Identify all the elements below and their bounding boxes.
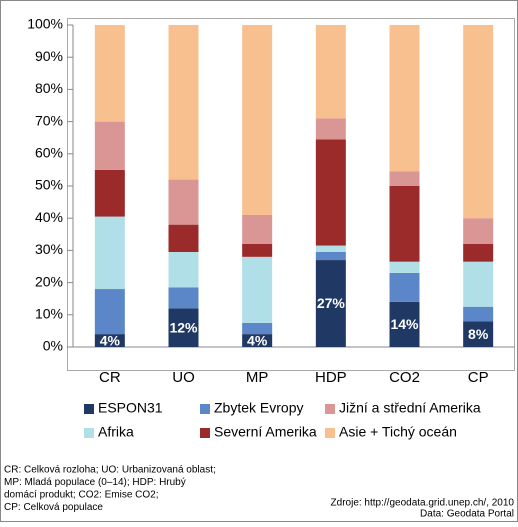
y-tick-label: 80% xyxy=(35,80,63,96)
bar-segment xyxy=(315,260,346,347)
data-label: 27% xyxy=(317,295,346,311)
legend-swatch xyxy=(84,428,94,438)
x-tick-label: HDP xyxy=(315,369,347,386)
data-label: 4% xyxy=(100,332,121,348)
bar-segment xyxy=(168,308,199,347)
bar-segment xyxy=(315,252,346,261)
bar-segment xyxy=(389,171,420,186)
y-tick-label: 100% xyxy=(27,16,63,32)
note: MP: Mladá populace (0–14); HDP: Hrubý xyxy=(4,477,186,488)
bar-segment xyxy=(463,321,494,347)
bar-segment xyxy=(315,25,346,119)
bar-segment xyxy=(389,25,420,172)
bar-segment xyxy=(463,25,494,219)
bar-segment xyxy=(94,169,125,217)
bar-segment xyxy=(242,214,273,244)
plot-frame xyxy=(67,18,515,371)
bar-segment xyxy=(242,243,273,257)
bar-segment xyxy=(315,118,346,140)
note: CP: Celková populace xyxy=(4,502,103,513)
data-label: 8% xyxy=(468,326,489,342)
bar-segment xyxy=(168,224,199,253)
note: Data: Geodata Portal xyxy=(420,509,514,520)
bar-segment xyxy=(168,179,199,225)
bar-segment xyxy=(242,25,273,215)
legend-label: Zbytek Evropy xyxy=(214,400,303,416)
y-tick-label: 0% xyxy=(43,338,63,354)
y-tick-label: 20% xyxy=(35,273,63,289)
bar-segment xyxy=(463,306,494,322)
x-tick-label: CO2 xyxy=(389,369,420,386)
data-label: 12% xyxy=(169,319,198,335)
bar-segment xyxy=(389,301,420,347)
legend-label: ESPON31 xyxy=(98,400,163,416)
bar-segment xyxy=(389,261,420,273)
bar-segment xyxy=(463,261,494,307)
legend-swatch xyxy=(200,428,210,438)
data-label: 14% xyxy=(390,316,419,332)
x-tick-label: CP xyxy=(468,369,489,386)
bar-segment xyxy=(94,121,125,170)
bar-segment xyxy=(242,256,273,323)
note: CR: Celková rozloha; UO: Urbanizovaná ob… xyxy=(4,465,216,476)
bar-segment xyxy=(463,243,494,262)
legend-label: Jižní a střední Amerika xyxy=(339,400,481,416)
bar-segment xyxy=(94,25,125,122)
bar-segment xyxy=(168,252,199,288)
bar-segment xyxy=(168,287,199,309)
x-tick-label: CR xyxy=(99,369,121,386)
legend-label: Asie + Tichý oceán xyxy=(339,424,457,440)
legend-label: Severní Amerika xyxy=(214,424,317,440)
bar-segment xyxy=(463,218,494,244)
y-tick-label: 70% xyxy=(35,112,63,128)
legend-swatch xyxy=(325,404,335,414)
bar-segment xyxy=(389,272,420,302)
x-tick-label: MP xyxy=(246,369,269,386)
bar-segment xyxy=(315,245,346,253)
y-tick-label: 60% xyxy=(35,145,63,161)
bar-segment xyxy=(94,289,125,335)
legend-swatch xyxy=(325,428,335,438)
bar-segment xyxy=(242,322,273,335)
legend-swatch xyxy=(200,404,210,414)
bar-segment xyxy=(168,25,199,180)
y-tick-label: 30% xyxy=(35,241,63,257)
y-tick-label: 40% xyxy=(35,209,63,225)
bar-segment xyxy=(315,139,346,246)
legend-label: Afrika xyxy=(98,424,134,440)
legend-swatch xyxy=(84,404,94,414)
bar-segment xyxy=(94,334,125,347)
note: Zdroje: http://geodata.grid.unep.ch/, 20… xyxy=(331,498,515,509)
data-label: 4% xyxy=(247,332,268,348)
note: domácí produkt; CO2: Emise CO2; xyxy=(4,490,159,501)
y-tick-label: 50% xyxy=(35,177,63,193)
bar-segment xyxy=(389,186,420,262)
y-tick-label: 90% xyxy=(35,48,63,64)
bar-segment xyxy=(94,216,125,290)
x-tick-label: UO xyxy=(172,369,195,386)
y-tick-label: 10% xyxy=(35,306,63,322)
bar-segment xyxy=(242,334,273,347)
